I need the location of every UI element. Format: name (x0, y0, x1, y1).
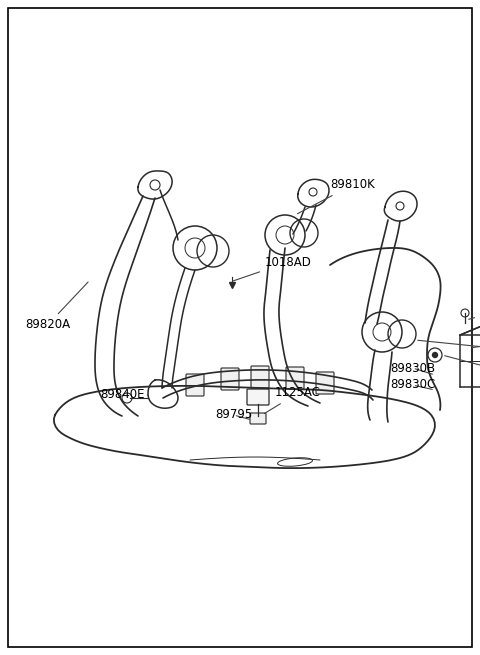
Text: 1018AD: 1018AD (233, 255, 312, 281)
Text: 89899: 89899 (473, 335, 480, 348)
Text: 1244BA: 1244BA (468, 303, 480, 319)
Text: 89795: 89795 (215, 409, 252, 422)
Circle shape (432, 352, 437, 358)
FancyBboxPatch shape (250, 413, 266, 424)
FancyBboxPatch shape (251, 366, 269, 388)
FancyBboxPatch shape (247, 389, 269, 405)
FancyBboxPatch shape (221, 368, 239, 390)
FancyBboxPatch shape (186, 374, 204, 396)
Text: 89830B: 89830B (390, 362, 435, 375)
Text: 89810A: 89810A (418, 341, 480, 367)
FancyBboxPatch shape (286, 367, 304, 389)
Text: 84182K: 84182K (444, 356, 480, 407)
Text: 89840E: 89840E (100, 388, 148, 402)
Text: 89810K: 89810K (298, 179, 375, 214)
Text: 89830C: 89830C (390, 379, 435, 392)
Text: 89820A: 89820A (25, 282, 88, 331)
Text: 1125AC: 1125AC (264, 386, 321, 413)
FancyBboxPatch shape (316, 372, 334, 394)
